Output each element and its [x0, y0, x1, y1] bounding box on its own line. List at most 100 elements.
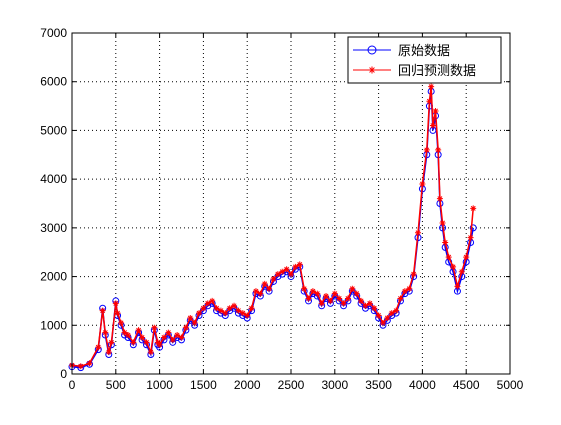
data-point — [429, 122, 436, 129]
axes-box — [71, 32, 511, 375]
data-point — [151, 324, 158, 331]
data-point — [147, 349, 154, 356]
data-point — [279, 268, 286, 275]
y-tick-label: 6000 — [40, 75, 67, 89]
data-point — [327, 297, 334, 304]
x-tick-label: 5000 — [497, 378, 524, 392]
data-point — [469, 224, 477, 232]
data-point — [309, 288, 316, 295]
data-point — [445, 254, 452, 261]
legend-box — [347, 36, 502, 84]
data-point — [283, 266, 290, 273]
data-point — [340, 300, 347, 307]
data-point — [406, 285, 413, 292]
x-tick-label: 4500 — [453, 378, 480, 392]
data-point — [191, 319, 198, 326]
legend-marker-circle-icon — [367, 45, 377, 55]
data-point — [423, 146, 430, 153]
grid — [72, 33, 510, 374]
data-point — [95, 344, 102, 351]
legend-label-regression: 回归预测数据 — [398, 64, 476, 79]
data-point — [442, 239, 449, 246]
data-point — [318, 300, 325, 307]
data-point — [379, 319, 386, 326]
data-point — [458, 268, 465, 275]
y-tick-label: 1000 — [40, 318, 67, 332]
data-point — [156, 341, 163, 348]
data-point — [130, 339, 137, 346]
series-regression — [69, 83, 477, 370]
data-point — [135, 327, 142, 334]
data-point — [415, 229, 422, 236]
data-point — [99, 307, 106, 314]
y-tick-label: 0 — [60, 367, 67, 381]
series-line — [71, 86, 474, 367]
data-point — [217, 307, 224, 314]
data-point — [118, 319, 125, 326]
data-point — [196, 310, 203, 317]
data-point — [102, 329, 109, 336]
data-point — [454, 283, 461, 290]
data-point — [165, 329, 172, 336]
data-point — [231, 302, 238, 309]
x-tick-label: 2500 — [278, 378, 305, 392]
data-point — [257, 290, 264, 297]
data-point — [435, 146, 442, 153]
legend: 原始数据 回归预测数据 — [347, 36, 502, 84]
data-point — [213, 305, 220, 312]
data-point — [274, 271, 281, 278]
data-point — [252, 288, 259, 295]
data-point — [296, 261, 303, 268]
data-point — [375, 312, 382, 319]
data-point — [463, 254, 470, 261]
data-point — [353, 290, 360, 297]
y-tick-label: 7000 — [40, 26, 67, 40]
x-tick-label: 500 — [106, 378, 126, 392]
data-point — [112, 300, 119, 307]
data-point — [244, 312, 251, 319]
data-point — [366, 300, 373, 307]
data-point — [139, 334, 146, 341]
data-point — [77, 363, 84, 370]
data-point — [371, 305, 378, 312]
data-point — [174, 332, 181, 339]
data-point — [410, 271, 417, 278]
data-point — [336, 295, 343, 302]
data-point — [239, 310, 246, 317]
data-point — [344, 295, 351, 302]
data-point — [248, 305, 255, 312]
data-point — [432, 107, 439, 114]
data-point — [108, 339, 115, 346]
x-tick-label: 3000 — [321, 378, 348, 392]
y-tick-label: 5000 — [40, 123, 67, 137]
x-tick-label: 1000 — [146, 378, 173, 392]
data-point — [314, 290, 321, 297]
axis-ticks: 0 500 1000 1500 2000 2500 3000 3500 4000 4500 5000… — [40, 26, 523, 392]
data-point — [358, 297, 365, 304]
data-point — [331, 290, 338, 297]
data-point — [428, 83, 435, 90]
data-point — [292, 263, 299, 270]
data-point — [169, 336, 176, 343]
data-point — [401, 288, 408, 295]
y-tick-label: 3000 — [40, 221, 67, 235]
data-point — [266, 285, 273, 292]
data-point — [384, 314, 391, 321]
data-point — [436, 195, 443, 202]
legend-marker-star-icon — [368, 66, 376, 74]
data-point — [121, 329, 128, 336]
data-point — [388, 310, 395, 317]
data-point — [235, 307, 242, 314]
data-point — [301, 285, 308, 292]
data-point — [222, 310, 229, 317]
data-point — [426, 98, 433, 105]
x-tick-label: 1500 — [190, 378, 217, 392]
legend-label-original: 原始数据 — [398, 44, 450, 59]
data-point — [467, 234, 474, 241]
x-tick-label: 0 — [69, 378, 76, 392]
data-point — [105, 349, 112, 356]
data-point — [393, 307, 400, 314]
data-point — [187, 314, 194, 321]
